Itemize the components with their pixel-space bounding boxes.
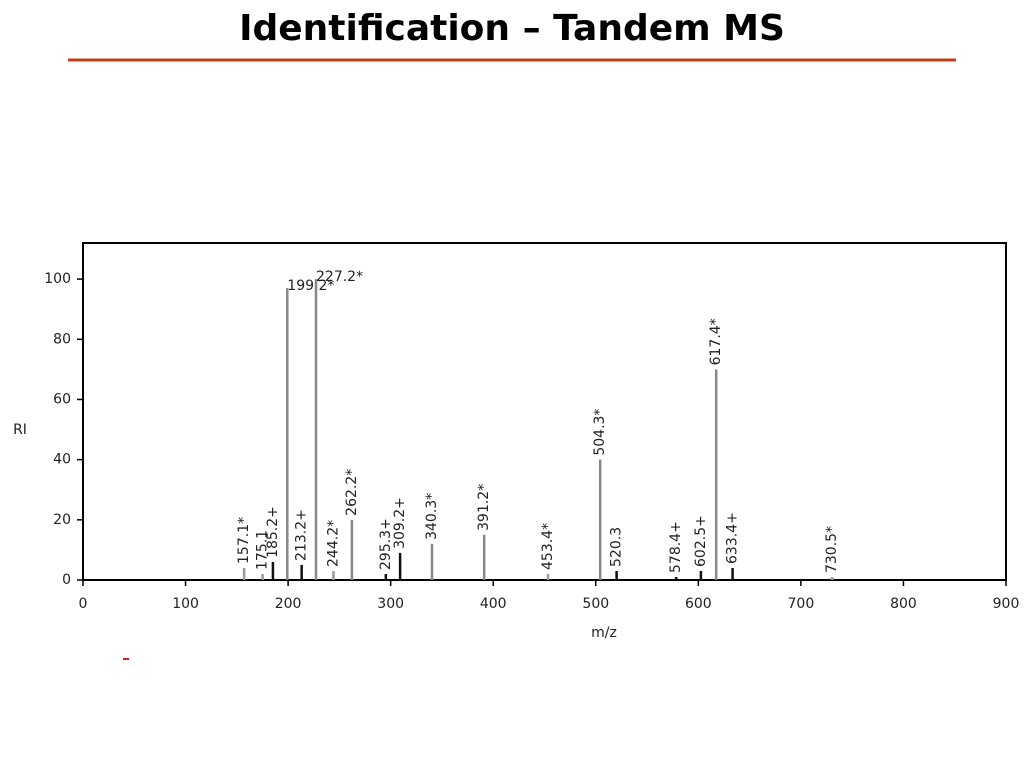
x-tick-label: 200 (275, 596, 302, 612)
x-tick-label: 0 (79, 596, 88, 612)
y-tick-label: 20 (53, 512, 71, 528)
peak-label: 244.2* (325, 520, 341, 567)
peak-label: 175.1 (255, 530, 271, 570)
x-tick-label: 300 (377, 596, 404, 612)
x-tick-label: 400 (480, 596, 507, 612)
peak-label: 578.4+ (668, 521, 684, 573)
y-tick-label: 40 (53, 452, 71, 468)
x-tick-label: 900 (993, 596, 1020, 612)
peak-label: 617.4* (708, 318, 724, 365)
peak-label: 340.3* (424, 493, 440, 540)
y-tick-label: 0 (62, 572, 71, 588)
peak-label: 213.2+ (294, 509, 310, 561)
x-tick-label: 600 (685, 596, 712, 612)
x-tick-label: 800 (890, 596, 917, 612)
peak-label: 199.2* (287, 278, 334, 294)
plot-frame (82, 242, 1007, 581)
y-axis-label: RI (13, 422, 27, 438)
peak-label: 504.3* (592, 409, 608, 456)
y-tick-label: 80 (53, 331, 71, 347)
peak-label: 602.5+ (693, 515, 709, 567)
peak-label: 391.2* (476, 484, 492, 531)
y-tick-label: 60 (53, 391, 71, 407)
peak-label: 227.2* (316, 269, 363, 285)
x-tick-label: 100 (172, 596, 199, 612)
slide-title: Identification – Tandem MS (239, 8, 785, 49)
peak-label: 262.2* (344, 469, 360, 516)
peak-label: 157.1* (236, 517, 252, 564)
x-tick-label: 700 (788, 596, 815, 612)
peak-label: 309.2+ (392, 497, 408, 549)
x-axis-label: m/z (591, 625, 617, 641)
y-tick-label: 100 (44, 271, 71, 287)
peak-label: 453.4* (540, 523, 556, 570)
peak-label: 520.3 (609, 527, 625, 567)
peak-label: 185.2+ (265, 506, 281, 558)
peak-label: 633.4+ (725, 512, 741, 564)
peak-label: 730.5* (824, 526, 840, 573)
x-tick-label: 500 (582, 596, 609, 612)
peak-label: 295.3+ (378, 518, 394, 570)
